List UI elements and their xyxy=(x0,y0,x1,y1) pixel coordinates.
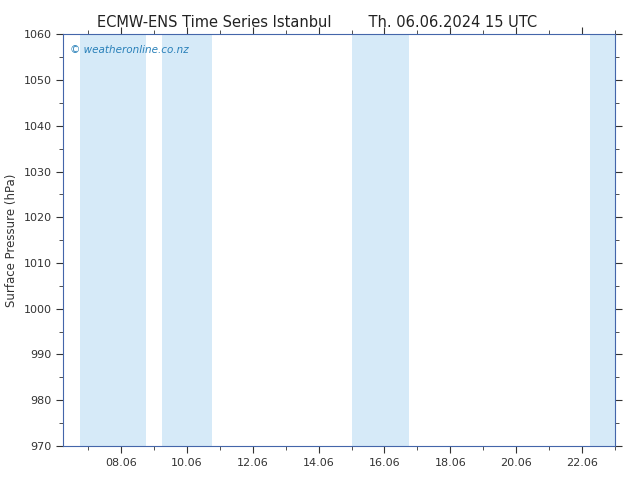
Bar xyxy=(590,34,618,446)
Text: ECMW-ENS Time Series Istanbul        Th. 06.06.2024 15 UTC: ECMW-ENS Time Series Istanbul Th. 06.06.… xyxy=(97,15,537,30)
Y-axis label: Surface Pressure (hPa): Surface Pressure (hPa) xyxy=(5,173,18,307)
Bar xyxy=(162,34,212,446)
Text: © weatheronline.co.nz: © weatheronline.co.nz xyxy=(70,45,189,54)
Bar xyxy=(351,34,409,446)
Bar xyxy=(80,34,146,446)
